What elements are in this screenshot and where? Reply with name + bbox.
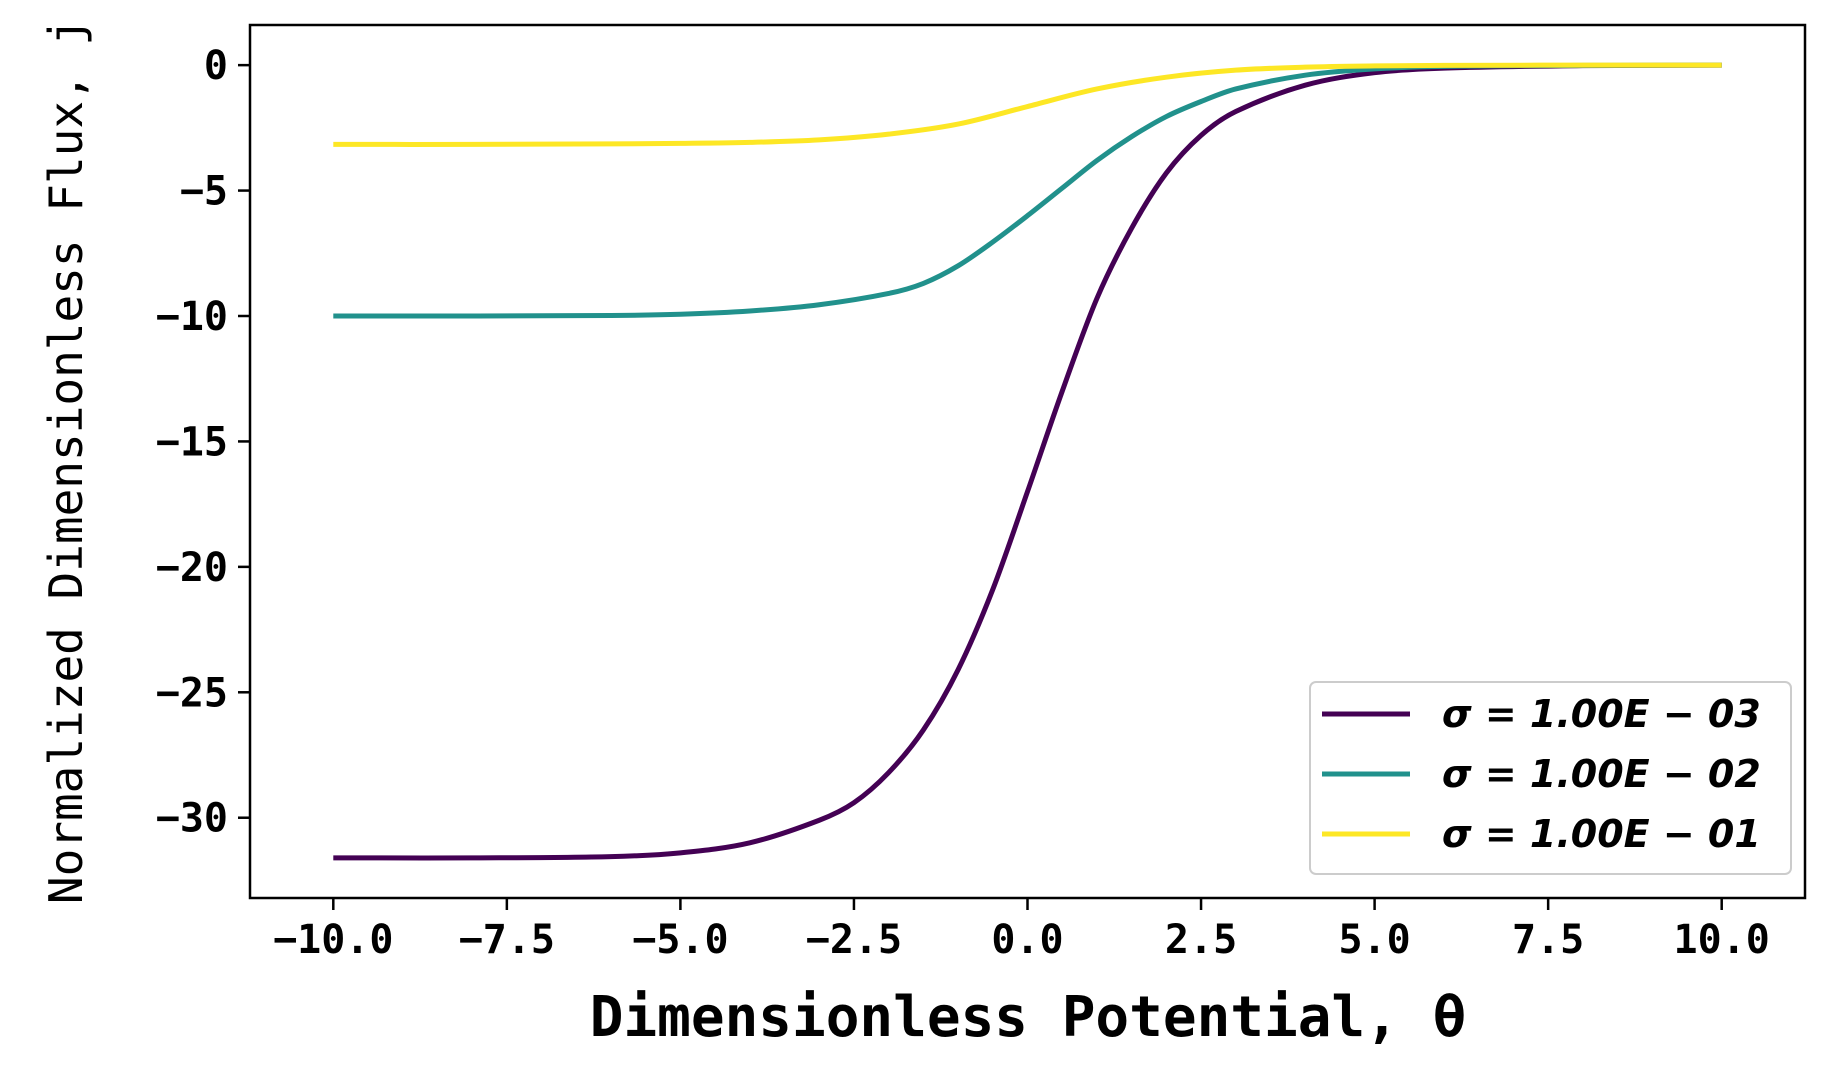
- series-line-2: [333, 62, 1722, 319]
- x-tick-label: 7.5: [1512, 917, 1584, 963]
- y-tick-label: −20: [156, 545, 228, 591]
- x-axis-title: Dimensionless Potential, θ: [590, 985, 1467, 1050]
- y-axis-title: Normalized Dimensionless Flux, j: [39, 18, 93, 904]
- y-tick-label: −5: [180, 169, 228, 215]
- x-tick-label: −5.0: [632, 917, 728, 963]
- legend-label-3: σ = 1.00E − 01: [1442, 812, 1761, 856]
- y-tick-label: −25: [156, 670, 228, 716]
- y-tick-label: 0: [204, 43, 228, 89]
- y-axis-ticks: 0 −5 −10 −15 −20 −25 −30: [156, 43, 250, 842]
- series-layer: [333, 62, 1722, 861]
- series-line-3: [333, 62, 1722, 147]
- legend-box: [1309, 681, 1792, 875]
- x-tick-label: 2.5: [1165, 917, 1237, 963]
- legend-label-1: σ = 1.00E − 03: [1442, 692, 1761, 736]
- series-line-1: [333, 62, 1722, 861]
- x-tick-label: −7.5: [459, 917, 555, 963]
- x-axis-ticks: −10.0 −7.5 −5.0 −2.5 0.0 2.5 5.0 7.5 10.0: [273, 898, 1770, 963]
- x-tick-label: −10.0: [273, 917, 393, 963]
- y-tick-label: −30: [156, 796, 228, 842]
- legend: σ = 1.00E − 03 σ = 1.00E − 02 σ = 1.00E − …: [1309, 681, 1792, 875]
- x-tick-label: 10.0: [1674, 917, 1770, 963]
- legend-items: σ = 1.00E − 03 σ = 1.00E − 02 σ = 1.00E − …: [1322, 692, 1761, 856]
- y-tick-label: −10: [156, 294, 228, 340]
- x-tick-label: 5.0: [1338, 917, 1410, 963]
- legend-label-2: σ = 1.00E − 02: [1442, 752, 1761, 796]
- y-tick-label: −15: [156, 419, 228, 465]
- x-tick-label: 0.0: [991, 917, 1063, 963]
- x-tick-label: −2.5: [806, 917, 902, 963]
